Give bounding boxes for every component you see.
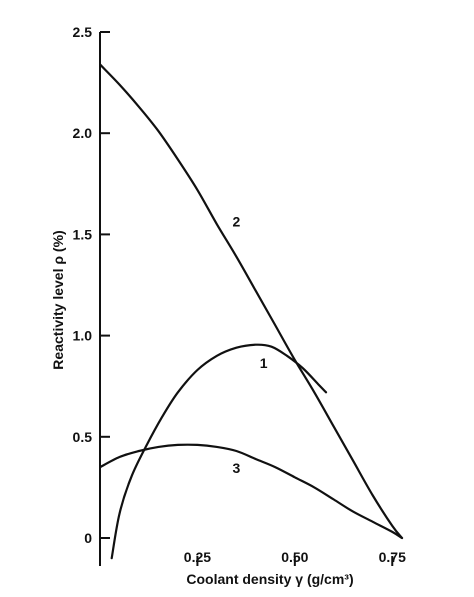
- curve-3: [100, 443, 404, 540]
- x-tick-label: 0.75: [379, 549, 406, 565]
- x-axis-title: Coolant density γ (g/cm³): [186, 571, 353, 587]
- curves: [100, 63, 404, 560]
- curve-2: [100, 63, 404, 540]
- curve-labels: 1 2 3: [232, 213, 267, 476]
- y-tick-label: 0.5: [73, 429, 93, 445]
- y-axis-ticks: 0 0.5 1.0 1.5 2.0 2.5: [73, 24, 110, 546]
- curve-label-2: 2: [232, 213, 240, 229]
- curve-label-1: 1: [260, 355, 268, 371]
- x-axis-ticks: 0.25 0.50 0.75: [184, 549, 406, 566]
- curve-1: [110, 343, 328, 560]
- y-tick-label: 1.5: [73, 226, 93, 242]
- y-tick-label: 1.0: [73, 328, 93, 344]
- y-tick-label: 2.5: [73, 24, 93, 40]
- y-tick-label: 0: [84, 530, 92, 546]
- x-tick-label: 0.50: [281, 549, 308, 565]
- curve-label-3: 3: [232, 460, 240, 476]
- x-tick-label: 0.25: [184, 549, 211, 565]
- y-tick-label: 2.0: [73, 125, 93, 141]
- y-axis-title: Reactivity level ρ (%): [50, 230, 66, 369]
